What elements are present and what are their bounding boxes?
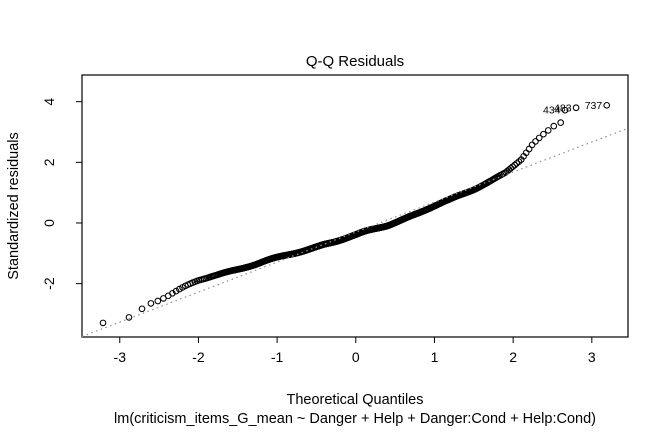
y-tick-label: -2 — [41, 277, 57, 290]
y-tick-label: 2 — [41, 158, 57, 166]
model-formula-caption: lm(criticism_items_G_mean ~ Danger + Hel… — [114, 411, 596, 427]
outlier-point — [603, 101, 611, 109]
x-tick-label: 3 — [588, 349, 596, 365]
outlier-label: 483 — [554, 102, 572, 114]
qq-points — [99, 119, 565, 327]
outlier-label: 737 — [585, 100, 603, 112]
plot-box — [81, 74, 629, 338]
x-tick-label: -3 — [114, 349, 127, 365]
y-tick-label: 0 — [41, 219, 57, 227]
plot-title: Q-Q Residuals — [305, 53, 405, 70]
x-tick-label: 1 — [431, 349, 439, 365]
y-tick-label: 4 — [41, 98, 57, 106]
x-axis-label: Theoretical Quantiles — [286, 392, 424, 408]
x-tick-label: -2 — [192, 349, 205, 365]
x-tick-label: 2 — [509, 349, 517, 365]
outlier-label: 434 — [543, 105, 561, 117]
x-tick-label: -1 — [271, 349, 284, 365]
outlier-point — [561, 106, 569, 114]
outlier-point — [572, 104, 580, 112]
x-tick-label: 0 — [352, 349, 360, 365]
